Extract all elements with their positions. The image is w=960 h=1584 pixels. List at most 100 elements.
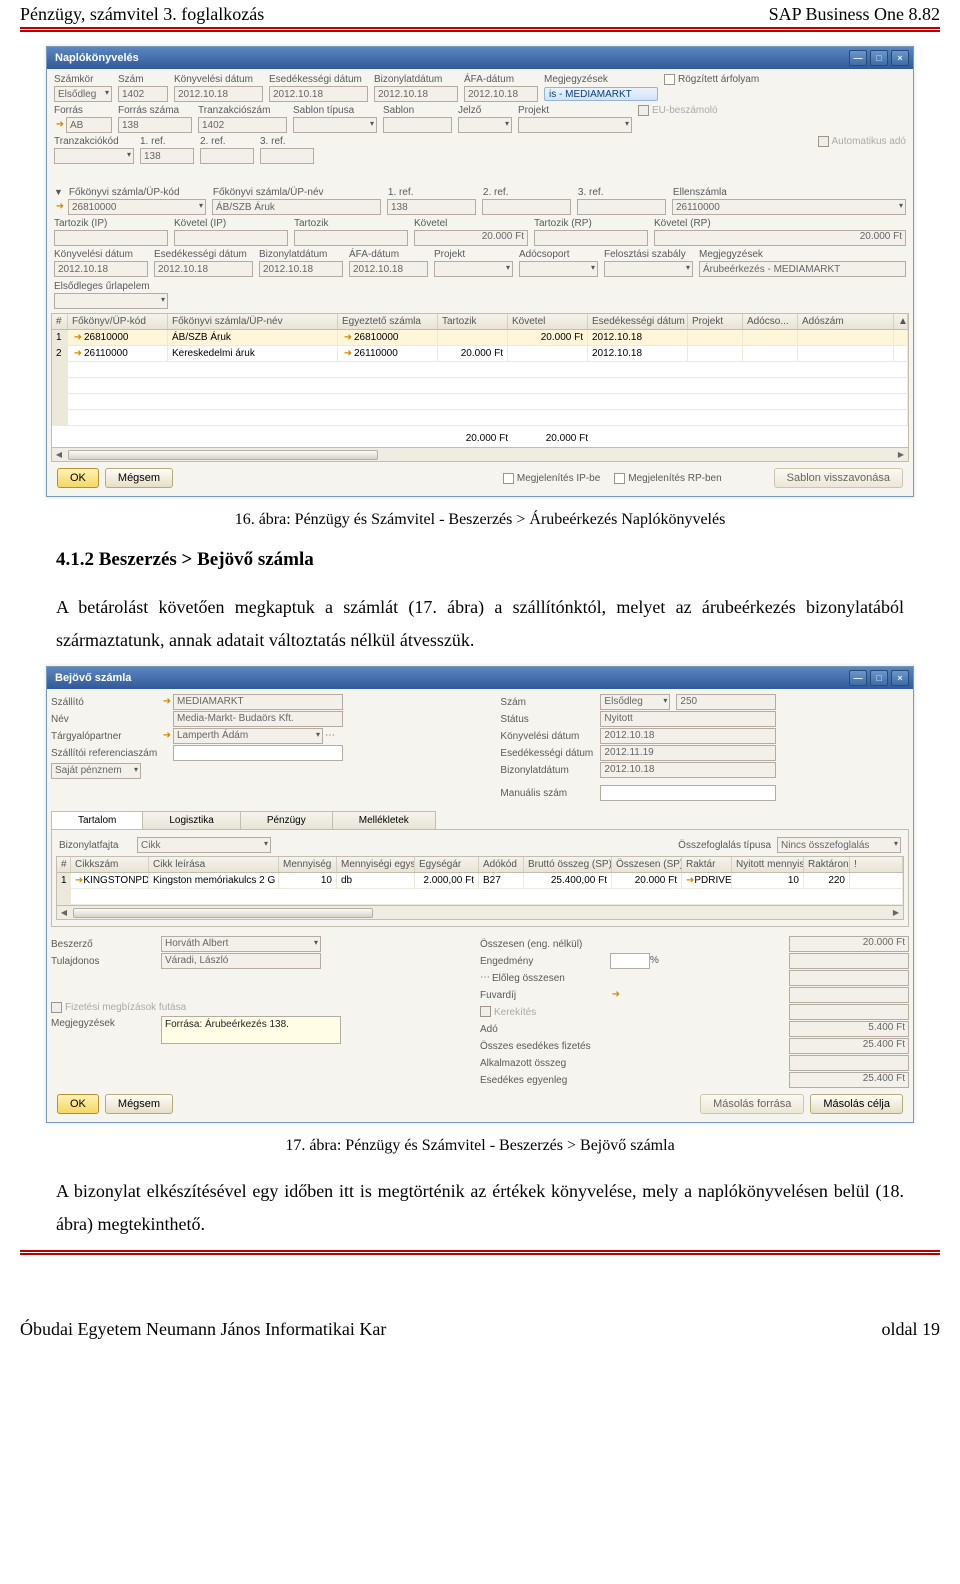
col: Főkönyvi számla/ÜP-név: [168, 314, 338, 329]
taxgroup[interactable]: [519, 261, 598, 277]
label: Tranzakciókód: [51, 135, 137, 147]
label: Projekt: [515, 104, 635, 116]
link-arrow-icon[interactable]: ➜: [342, 332, 354, 344]
col: Főkönyv/ÜP-kód: [68, 314, 168, 329]
manual-number[interactable]: [600, 785, 776, 801]
table-row[interactable]: 2 ➜26110000 Kereskedelmi áruk ➜26110000 …: [52, 346, 908, 362]
contra-account-field[interactable]: 26110000: [672, 199, 906, 215]
tab-logistics[interactable]: Logisztika: [142, 811, 240, 829]
link-arrow-icon[interactable]: ➜: [342, 348, 354, 360]
show-rp-checkbox[interactable]: [614, 473, 625, 484]
series[interactable]: Elsődleg: [600, 694, 670, 710]
invoice-tabs: Tartalom Logisztika Pénzügy Mellékletek: [51, 811, 909, 829]
label: Tárgyalópartner: [51, 729, 161, 742]
footer-left: Óbudai Egyetem Neumann János Informatika…: [20, 1319, 386, 1340]
due-date: 2012.11.19: [600, 745, 776, 761]
applied-amt: [789, 1055, 909, 1071]
series-field[interactable]: Elsődleg: [54, 86, 112, 102]
fixed-fx-checkbox[interactable]: [664, 74, 675, 85]
link-arrow-icon[interactable]: ➜: [72, 348, 84, 360]
maximize-icon[interactable]: □: [870, 670, 888, 686]
debit-rp: [534, 230, 648, 246]
buyer-field[interactable]: Horváth Albert: [161, 936, 321, 952]
maximize-icon[interactable]: □: [870, 50, 888, 66]
link-arrow-icon[interactable]: ➜: [72, 332, 84, 344]
label: Esedékességi dátum: [266, 73, 371, 85]
close-icon[interactable]: ×: [891, 670, 909, 686]
footer-line: [20, 1250, 940, 1255]
indicator-field[interactable]: [458, 117, 512, 133]
link-arrow-icon[interactable]: ➜: [75, 875, 83, 887]
tab-finance[interactable]: Pénzügy: [240, 811, 333, 829]
label: Beszerző: [51, 937, 161, 950]
cancel-button[interactable]: Mégsem: [105, 1094, 173, 1114]
ref1-field: 138: [140, 148, 194, 164]
expand-icon[interactable]: ▼: [54, 187, 63, 197]
label: Esedékességi dátum: [500, 746, 600, 759]
link-arrow-icon[interactable]: ➜: [161, 730, 173, 742]
cell: 2012.10.18: [588, 346, 688, 361]
link-arrow-icon[interactable]: ➜: [161, 696, 173, 708]
scroll-up[interactable]: ▲: [894, 314, 908, 329]
label: Tartozik (IP): [51, 217, 171, 229]
copy-to-button[interactable]: Másolás célja: [810, 1094, 903, 1114]
copy-from-button[interactable]: Másolás forrása: [700, 1094, 804, 1114]
minimize-icon[interactable]: —: [849, 670, 867, 686]
cell: 10: [732, 873, 804, 888]
horiz-scrollbar[interactable]: ◀ ▶: [56, 906, 904, 920]
distrib-rule[interactable]: [604, 261, 693, 277]
remarks-field[interactable]: Forrása: Árubeérkezés 138.: [161, 1016, 341, 1044]
doctype[interactable]: Cikk: [137, 837, 271, 853]
vendor-field[interactable]: MEDIAMARKT: [173, 694, 343, 710]
label: Elsődleges űrlapelem: [51, 280, 153, 292]
label: Összefoglalás típusa: [675, 839, 774, 851]
label: Bizonylatfajta: [56, 839, 134, 851]
journal-titlebar[interactable]: Naplókönyvelés — □ ×: [47, 47, 913, 69]
trans-code-field[interactable]: [54, 148, 134, 164]
contact-field[interactable]: Lamperth Ádám: [173, 728, 323, 744]
link-arrow-icon[interactable]: ➜: [610, 989, 622, 1001]
table-row[interactable]: 1 ➜26810000 ÁB/SZB Áruk ➜26810000 20.000…: [52, 330, 908, 346]
label: Követel (RP): [651, 217, 909, 229]
project-field[interactable]: [518, 117, 632, 133]
cancel-button[interactable]: Mégsem: [105, 468, 173, 488]
due-date: 2012.10.18: [154, 261, 253, 277]
ref3-field: [260, 148, 314, 164]
figure-caption-2: 17. ábra: Pénzügy és Számvitel - Beszerz…: [0, 1129, 960, 1165]
label: Számkör: [51, 73, 115, 85]
ref2-field: [200, 148, 254, 164]
eu-report-checkbox: [638, 105, 649, 116]
vendor-ref[interactable]: [173, 745, 343, 761]
show-ip-checkbox[interactable]: [503, 473, 514, 484]
ellipsis-icon[interactable]: ⋯: [480, 972, 490, 983]
gl-account-field[interactable]: 26810000: [68, 199, 206, 215]
invoice-titlebar[interactable]: Bejövő számla — □ ×: [47, 667, 913, 689]
table-row: [52, 378, 908, 394]
label: Szám: [115, 73, 171, 85]
close-icon[interactable]: ×: [891, 50, 909, 66]
tab-attachments[interactable]: Mellékletek: [332, 811, 436, 829]
table-row[interactable]: 1 ➜KINGSTONPD Kingston memóriakulcs 2 G …: [57, 873, 903, 889]
currency-field[interactable]: Saját pénznem: [51, 763, 141, 779]
horiz-scrollbar[interactable]: ◀ ▶: [51, 448, 909, 462]
label: Felosztási szabály: [601, 248, 696, 260]
tab-content[interactable]: Tartalom: [51, 811, 143, 829]
checkbox-label: Rögzített árfolyam: [661, 73, 762, 85]
project[interactable]: [434, 261, 513, 277]
ok-button[interactable]: OK: [57, 1094, 99, 1114]
col: Egyeztető számla: [338, 314, 438, 329]
cell: [438, 330, 508, 345]
label: Megjegyzések: [541, 73, 661, 85]
primary-form[interactable]: [54, 293, 168, 309]
summary-type[interactable]: Nincs összefoglalás: [777, 837, 901, 853]
discount-pct[interactable]: [610, 953, 650, 969]
label: Összesen (eng. nélkül): [480, 937, 610, 950]
table-row: [52, 394, 908, 410]
label: Könyvelési dátum: [51, 248, 151, 260]
minimize-icon[interactable]: —: [849, 50, 867, 66]
cell: 220: [804, 873, 850, 888]
ok-button[interactable]: OK: [57, 468, 99, 488]
template-type-field[interactable]: [293, 117, 377, 133]
col: Bruttó összeg (SP): [524, 857, 612, 872]
link-arrow-icon[interactable]: ➜: [686, 875, 694, 887]
